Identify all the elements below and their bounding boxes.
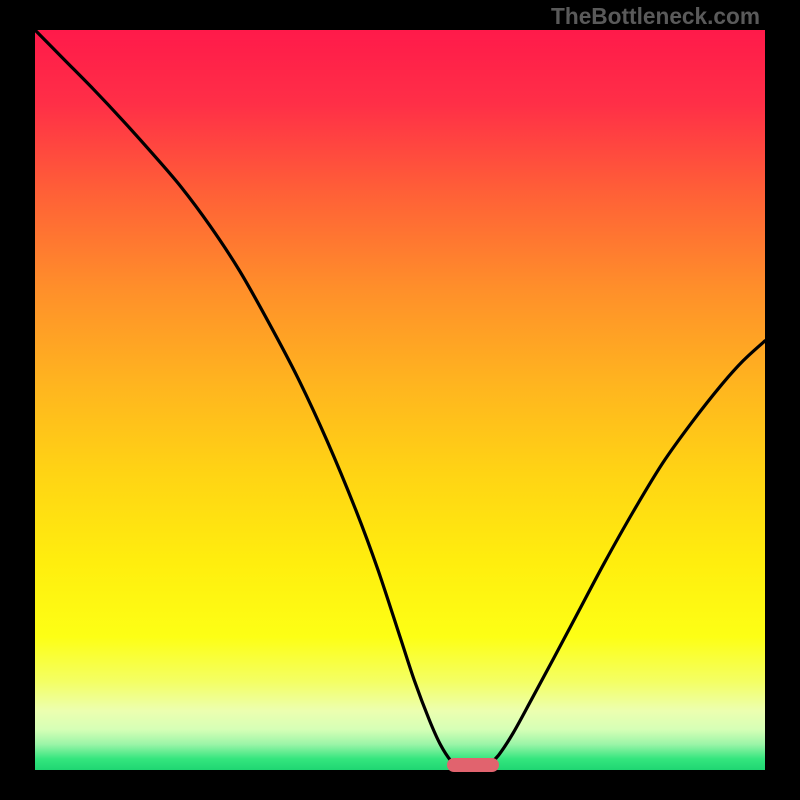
bottleneck-curve (35, 30, 765, 770)
watermark-text: TheBottleneck.com (551, 3, 760, 30)
plot-area (35, 30, 765, 770)
chart-canvas: TheBottleneck.com (0, 0, 800, 800)
optimal-marker (447, 758, 499, 772)
